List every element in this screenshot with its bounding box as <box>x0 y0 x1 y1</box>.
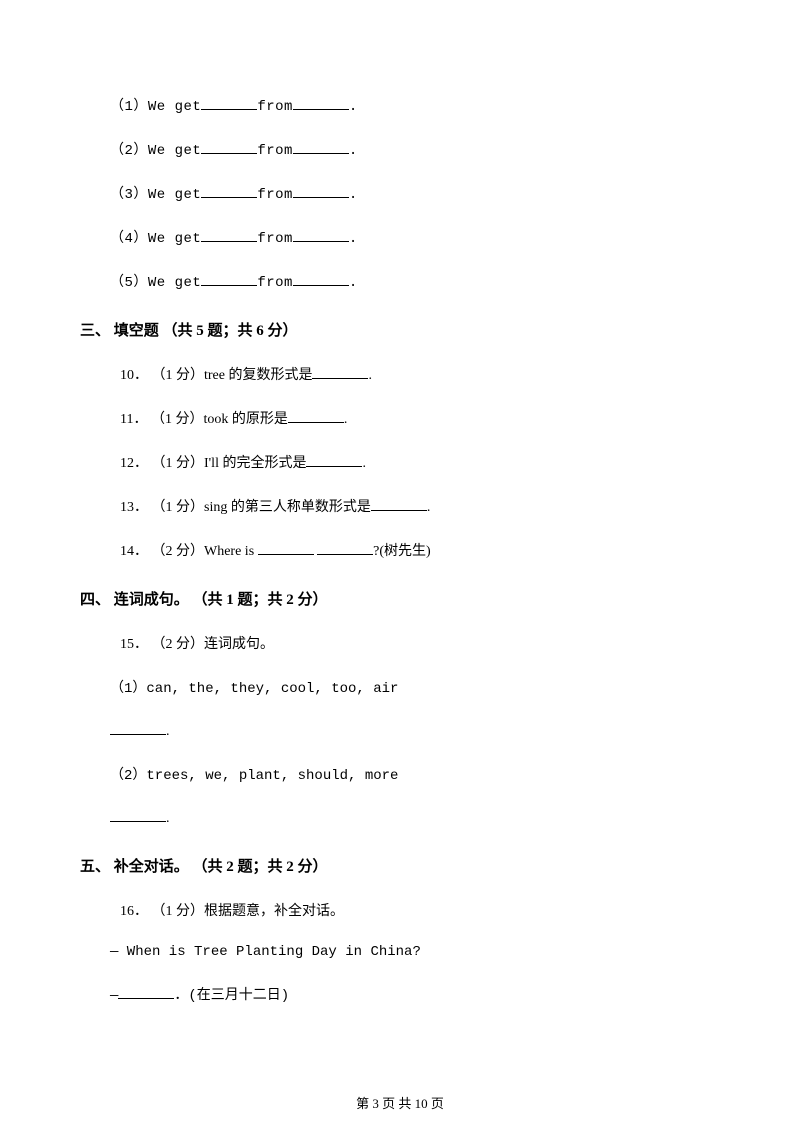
item-2-mid: from <box>257 143 293 159</box>
section-3-header: 三、 填空题 （共 5 题；共 6 分） <box>80 319 720 340</box>
question-16: 16． （1 分）根据题意，补全对话。 <box>120 900 720 920</box>
q15-2-end: . <box>166 811 170 826</box>
blank[interactable] <box>201 140 257 154</box>
d2-prefix: — <box>110 988 118 1004</box>
item-5-end: . <box>349 275 358 291</box>
item-1-prefix: （1）We get <box>110 99 201 115</box>
dialogue-line-2: — ．(在三月十二日) <box>110 984 720 1004</box>
blank[interactable] <box>312 365 368 379</box>
item-4-mid: from <box>257 231 293 247</box>
q11-end: . <box>344 412 348 427</box>
blank[interactable] <box>258 541 314 555</box>
page-footer: 第 3 页 共 10 页 <box>0 1093 800 1112</box>
item-3-end: . <box>349 187 358 203</box>
question-13: 13． （1 分）sing 的第三人称单数形式是. <box>120 496 720 516</box>
section-5-header: 五、 补全对话。 （共 2 题；共 2 分） <box>80 855 720 876</box>
blank[interactable] <box>201 96 257 110</box>
item-4-prefix: （4）We get <box>110 231 201 247</box>
question-10: 10． （1 分）tree 的复数形式是. <box>120 364 720 384</box>
question-11: 11． （1 分）took 的原形是. <box>120 408 720 428</box>
q14-text: 14． （2 分）Where is <box>120 544 258 559</box>
q15-sub-1: （1）can, the, they, cool, too, air <box>110 677 720 697</box>
item-2-end: . <box>349 143 358 159</box>
blank[interactable] <box>201 272 257 286</box>
blank[interactable] <box>371 497 427 511</box>
blank[interactable] <box>110 808 166 822</box>
q15-sub-2-answer: . <box>110 808 720 827</box>
fill-item-2: （2）We get from. <box>110 139 720 159</box>
fill-item-1: （1）We get from. <box>110 95 720 115</box>
blank[interactable] <box>293 96 349 110</box>
q13-end: . <box>427 500 431 515</box>
d2-suffix: ．(在三月十二日) <box>174 988 289 1004</box>
blank[interactable] <box>201 228 257 242</box>
blank[interactable] <box>293 272 349 286</box>
blank[interactable] <box>110 721 166 735</box>
q13-text: 13． （1 分）sing 的第三人称单数形式是 <box>120 500 371 515</box>
blank[interactable] <box>317 541 373 555</box>
fill-item-5: （5）We get from. <box>110 271 720 291</box>
fill-item-4: （4）We get from. <box>110 227 720 247</box>
blank[interactable] <box>306 453 362 467</box>
item-5-prefix: （5）We get <box>110 275 201 291</box>
item-3-prefix: （3）We get <box>110 187 201 203</box>
q14-end: ?(树先生) <box>373 544 431 559</box>
item-1-mid: from <box>257 99 293 115</box>
item-1-end: . <box>349 99 358 115</box>
dialogue-line-1: — When is Tree Planting Day in China? <box>110 944 720 960</box>
q12-end: . <box>362 456 366 471</box>
question-15: 15． （2 分）连词成句。 <box>120 633 720 653</box>
q11-text: 11． （1 分）took 的原形是 <box>120 412 288 427</box>
q15-1-end: . <box>166 724 170 739</box>
item-3-mid: from <box>257 187 293 203</box>
blank[interactable] <box>293 228 349 242</box>
blank[interactable] <box>293 140 349 154</box>
section-4-header: 四、 连词成句。 （共 1 题；共 2 分） <box>80 588 720 609</box>
q10-end: . <box>368 368 372 383</box>
blank[interactable] <box>201 184 257 198</box>
question-14: 14． （2 分）Where is ?(树先生) <box>120 540 720 560</box>
q12-text: 12． （1 分）I'll 的完全形式是 <box>120 456 306 471</box>
blank[interactable] <box>288 409 344 423</box>
q10-text: 10． （1 分）tree 的复数形式是 <box>120 368 312 383</box>
blank[interactable] <box>293 184 349 198</box>
fill-item-3: （3）We get from. <box>110 183 720 203</box>
item-5-mid: from <box>257 275 293 291</box>
q15-sub-2: （2）trees, we, plant, should, more <box>110 764 720 784</box>
q15-sub-1-answer: . <box>110 721 720 740</box>
question-12: 12． （1 分）I'll 的完全形式是. <box>120 452 720 472</box>
item-4-end: . <box>349 231 358 247</box>
item-2-prefix: （2）We get <box>110 143 201 159</box>
blank[interactable] <box>118 985 174 999</box>
